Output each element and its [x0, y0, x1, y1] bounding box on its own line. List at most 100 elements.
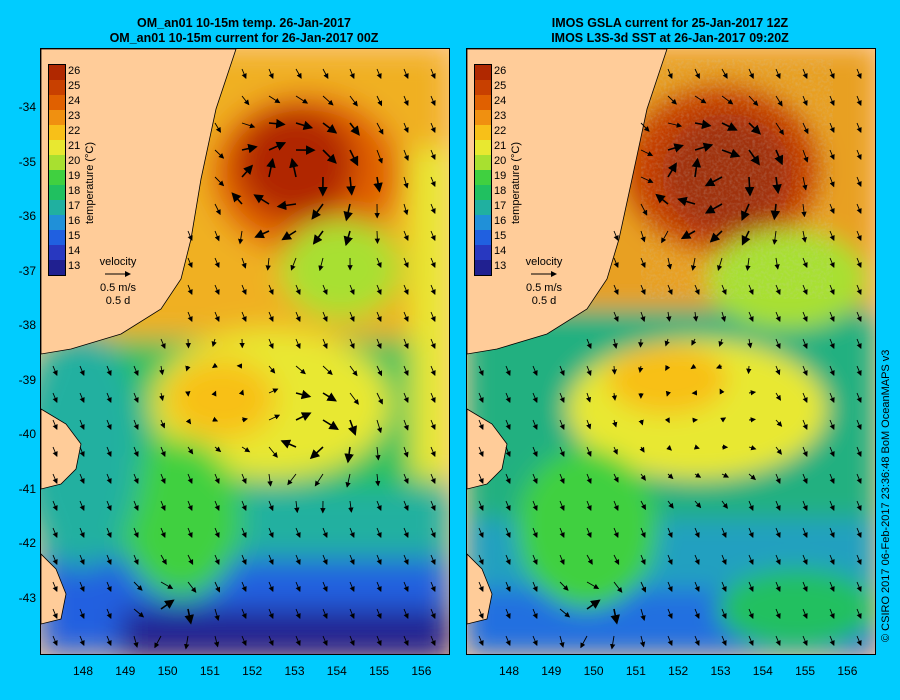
colorbar-swatch: [475, 260, 491, 275]
current-arrow: [376, 500, 382, 512]
current-arrow: [694, 95, 707, 104]
current-arrow: [322, 608, 328, 620]
current-arrow: [748, 390, 757, 396]
current-arrow: [430, 446, 436, 458]
current-arrow: [610, 608, 620, 625]
current-arrow: [856, 419, 862, 431]
current-arrow: [667, 122, 683, 128]
current-arrow: [829, 365, 835, 377]
current-arrow: [159, 365, 165, 376]
current-arrow: [322, 95, 334, 106]
current-arrow: [505, 365, 511, 377]
current-arrow: [721, 122, 738, 131]
current-arrow: [241, 635, 247, 647]
current-arrow: [585, 392, 592, 403]
current-arrow: [160, 599, 175, 610]
current-arrow: [268, 338, 274, 350]
current-arrow: [430, 473, 436, 485]
current-arrow: [664, 338, 670, 347]
current-arrow: [295, 527, 301, 539]
current-arrow: [289, 157, 299, 178]
colorbar-swatch: [475, 155, 491, 170]
current-arrow: [655, 193, 669, 205]
current-arrow: [430, 176, 436, 188]
current-arrow: [52, 554, 58, 566]
current-arrow: [666, 311, 672, 322]
current-arrow: [241, 284, 247, 296]
current-arrow: [717, 257, 723, 271]
current-arrow: [748, 500, 754, 512]
colorbar-tick-label: 20: [68, 155, 81, 167]
current-arrow: [214, 581, 221, 593]
current-arrow: [376, 257, 382, 269]
current-arrow: [691, 338, 697, 346]
current-arrow: [280, 439, 297, 449]
current-arrow: [741, 230, 751, 246]
current-arrow: [559, 392, 565, 404]
current-arrow: [133, 500, 139, 512]
current-arrow: [640, 527, 646, 539]
current-arrow: [802, 122, 809, 135]
current-arrow: [532, 581, 538, 593]
current-arrow: [376, 95, 383, 107]
current-arrow: [268, 527, 274, 539]
current-arrow: [133, 365, 139, 377]
current-arrow: [430, 203, 436, 215]
colorbar-swatch: [49, 140, 65, 155]
credit-text: © CSIRO 2017 06-Feb-2017 23:36:48 BoM Oc…: [880, 349, 892, 642]
longitude-label: 150: [157, 664, 178, 678]
current-arrow: [376, 581, 382, 593]
current-arrow: [775, 68, 781, 80]
colorbar-tick-label: 25: [494, 80, 507, 92]
current-arrow: [829, 149, 835, 161]
current-arrow: [690, 363, 697, 370]
current-arrow: [268, 311, 274, 323]
current-arrow: [748, 581, 754, 593]
current-arrow: [403, 149, 409, 162]
current-arrow: [160, 527, 166, 539]
current-arrow: [133, 608, 145, 618]
current-arrow: [52, 392, 58, 404]
current-arrow: [505, 581, 511, 593]
current-arrow: [268, 414, 281, 421]
latitude-label: -38: [18, 318, 36, 332]
colorbar-swatch: [475, 110, 491, 125]
current-arrow: [133, 635, 139, 648]
current-arrow: [775, 554, 781, 566]
current-arrow: [721, 500, 728, 509]
current-arrow: [718, 338, 724, 347]
current-arrow: [775, 446, 782, 455]
current-arrow: [376, 419, 383, 434]
current-arrow: [829, 176, 835, 188]
current-arrow: [268, 635, 274, 647]
longitude-label: 156: [411, 664, 432, 678]
current-arrow: [343, 230, 353, 247]
colorbar-swatch: [49, 185, 65, 200]
colorbar-swatch: [475, 95, 491, 110]
current-arrow: [748, 149, 760, 166]
current-arrow: [694, 284, 700, 296]
current-arrow: [346, 176, 356, 196]
current-arrow: [505, 419, 511, 431]
current-arrow: [693, 444, 700, 450]
current-arrow: [376, 338, 382, 350]
current-arrow: [609, 635, 616, 650]
current-arrow: [214, 554, 220, 566]
current-arrow: [666, 257, 673, 270]
current-arrow: [856, 176, 862, 188]
current-arrow: [214, 473, 220, 485]
current-vectors: [478, 68, 862, 650]
current-arrow: [376, 284, 382, 296]
current-arrow: [721, 608, 727, 620]
land-mass: [41, 49, 237, 625]
current-arrow: [214, 527, 220, 539]
right-title-line1: IMOS GSLA current for 25-Jan-2017 12Z: [551, 16, 789, 30]
current-arrow: [214, 446, 222, 453]
longitude-label: 153: [710, 664, 731, 678]
current-arrow: [265, 257, 271, 271]
current-arrow: [295, 365, 306, 375]
current-arrow: [133, 581, 143, 591]
current-arrow: [159, 392, 165, 402]
current-arrow: [666, 445, 672, 451]
current-arrow: [79, 581, 85, 593]
